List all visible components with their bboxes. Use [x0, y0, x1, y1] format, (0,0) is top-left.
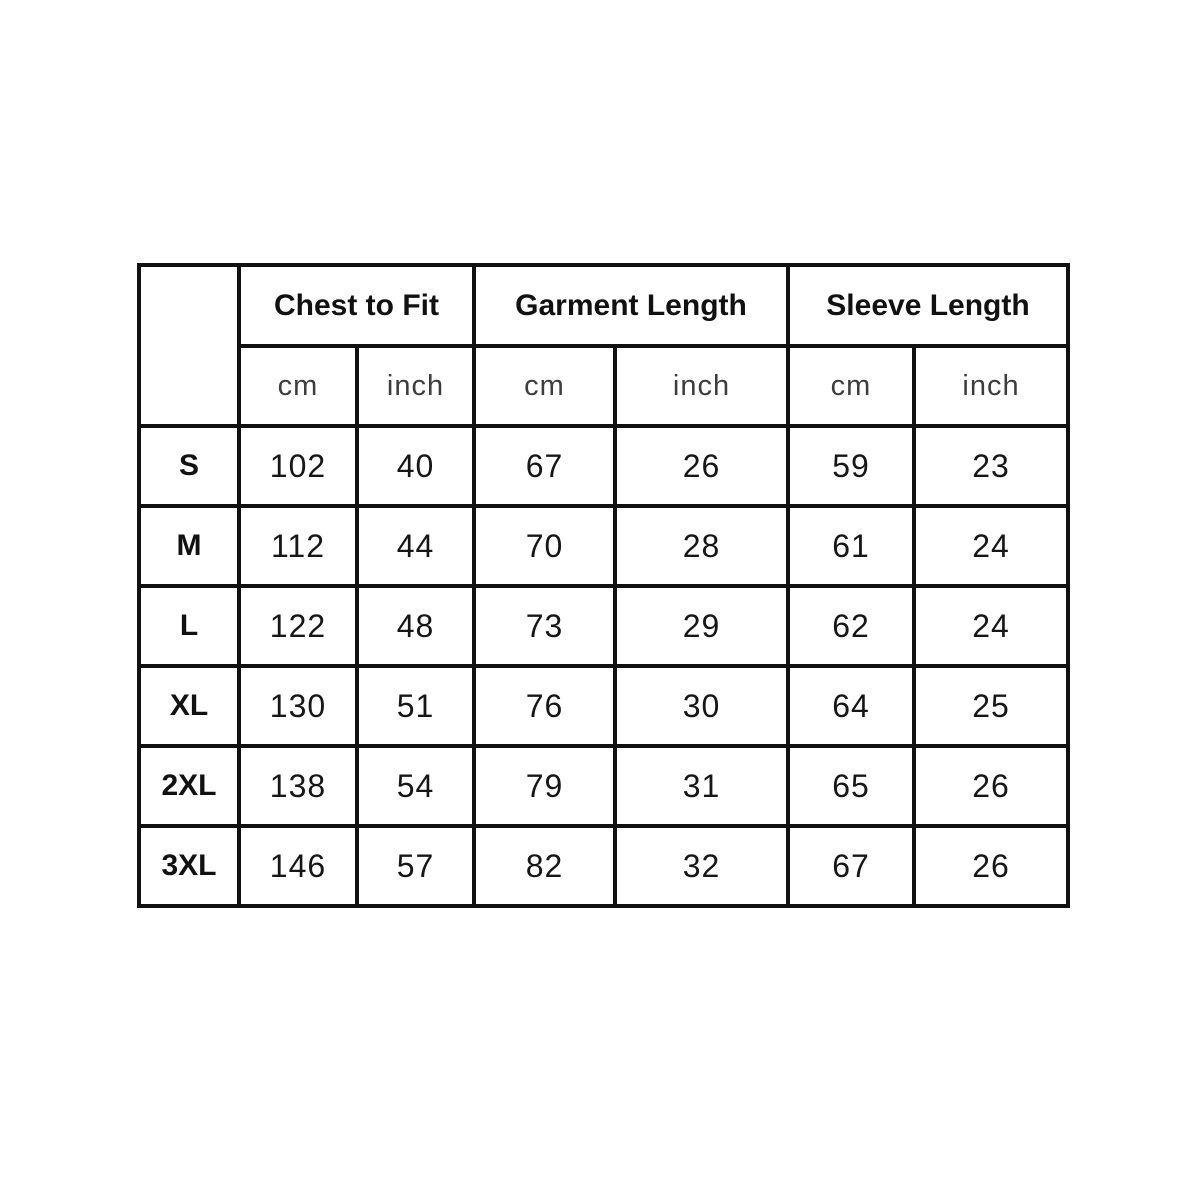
- table-row-l: L 122 48 73 29 62 24: [137, 584, 1070, 668]
- value-cell: 48: [355, 584, 476, 668]
- size-label: XL: [137, 664, 241, 748]
- value-cell: 112: [237, 504, 359, 588]
- value-cell: 40: [355, 424, 476, 508]
- value-cell: 24: [912, 584, 1070, 668]
- value-cell: 73: [472, 584, 617, 668]
- value-cell: 23: [912, 424, 1070, 508]
- value-cell: 76: [472, 664, 617, 748]
- value-cell: 25: [912, 664, 1070, 748]
- size-chart: Chest to Fit Garment Length Sleeve Lengt…: [137, 263, 1070, 908]
- value-cell: 102: [237, 424, 359, 508]
- table-row-3xl: 3XL 146 57 82 32 67 26: [137, 824, 1070, 908]
- value-cell: 51: [355, 664, 476, 748]
- size-label: 2XL: [137, 744, 241, 828]
- value-cell: 138: [237, 744, 359, 828]
- value-cell: 31: [613, 744, 790, 828]
- column-group-chest: Chest to Fit: [237, 263, 476, 348]
- corner-empty-cell: [137, 263, 241, 428]
- value-cell: 59: [786, 424, 916, 508]
- value-cell: 70: [472, 504, 617, 588]
- value-cell: 61: [786, 504, 916, 588]
- value-cell: 29: [613, 584, 790, 668]
- value-cell: 26: [912, 744, 1070, 828]
- value-cell: 26: [912, 824, 1070, 908]
- value-cell: 65: [786, 744, 916, 828]
- size-label: 3XL: [137, 824, 241, 908]
- value-cell: 54: [355, 744, 476, 828]
- unit-header-row: cm inch cm inch cm inch: [139, 344, 1070, 428]
- value-cell: 79: [472, 744, 617, 828]
- unit-header-garment-inch: inch: [613, 344, 790, 428]
- unit-header-sleeve-cm: cm: [786, 344, 916, 428]
- group-header-row: Chest to Fit Garment Length Sleeve Lengt…: [137, 263, 1070, 428]
- size-label: S: [137, 424, 241, 508]
- size-label: M: [137, 504, 241, 588]
- unit-header-chest-inch: inch: [355, 344, 476, 428]
- column-group-sleeve: Sleeve Length: [786, 263, 1070, 348]
- table-row-xl: XL 130 51 76 30 64 25: [137, 664, 1070, 748]
- table-row-m: M 112 44 70 28 61 24: [137, 504, 1070, 588]
- value-cell: 67: [472, 424, 617, 508]
- value-cell: 26: [613, 424, 790, 508]
- value-cell: 32: [613, 824, 790, 908]
- unit-header-chest-cm: cm: [237, 344, 359, 428]
- size-label: L: [137, 584, 241, 668]
- value-cell: 30: [613, 664, 790, 748]
- value-cell: 62: [786, 584, 916, 668]
- value-cell: 122: [237, 584, 359, 668]
- value-cell: 130: [237, 664, 359, 748]
- value-cell: 57: [355, 824, 476, 908]
- table-row-s: S 102 40 67 26 59 23: [137, 424, 1070, 508]
- value-cell: 44: [355, 504, 476, 588]
- value-cell: 64: [786, 664, 916, 748]
- value-cell: 67: [786, 824, 916, 908]
- value-cell: 146: [237, 824, 359, 908]
- size-chart-table: Chest to Fit Garment Length Sleeve Lengt…: [137, 263, 1070, 908]
- unit-header-sleeve-inch: inch: [912, 344, 1070, 428]
- column-group-garment: Garment Length: [472, 263, 790, 348]
- unit-header-garment-cm: cm: [472, 344, 617, 428]
- table-row-2xl: 2XL 138 54 79 31 65 26: [137, 744, 1070, 828]
- value-cell: 24: [912, 504, 1070, 588]
- value-cell: 82: [472, 824, 617, 908]
- value-cell: 28: [613, 504, 790, 588]
